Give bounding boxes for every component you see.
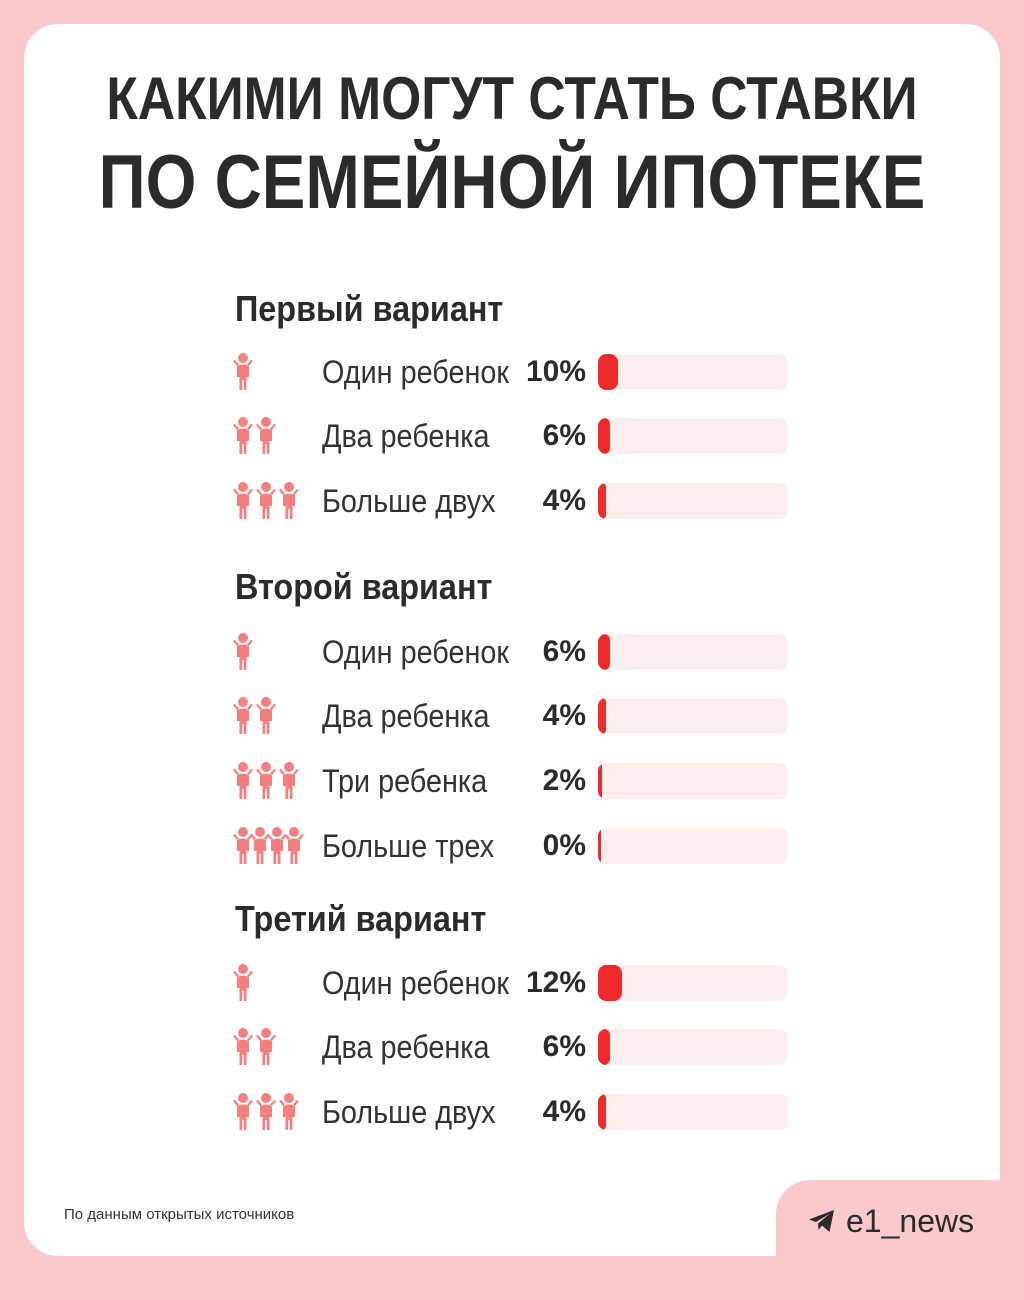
children-icon [233, 762, 299, 799]
data-label: 10% [525, 355, 586, 388]
row-label: Больше двух [322, 483, 496, 519]
source-note: По данным открытых источников [64, 1206, 295, 1223]
chart-row: Три ребенка 2% [0, 761, 1024, 801]
chart-row: Два ребенка 6% [0, 1027, 1024, 1067]
row-label: Один ребенок [322, 354, 509, 390]
data-label: 2% [542, 764, 586, 797]
row-label: Три ребенка [322, 763, 488, 799]
brand-link[interactable]: e1_news [808, 1196, 974, 1246]
bar-track [598, 965, 788, 1001]
group-title: Второй вариант [235, 566, 493, 607]
data-label: 0% [542, 829, 586, 862]
data-label: 4% [542, 484, 586, 517]
bar-track [598, 763, 788, 799]
data-label: 4% [542, 1095, 586, 1128]
children-icon [233, 827, 304, 864]
bar [598, 698, 606, 734]
bar-track [598, 354, 788, 390]
bar [598, 354, 618, 390]
telegram-icon [809, 1210, 834, 1232]
data-label: 6% [542, 635, 586, 668]
children-icon [233, 1093, 299, 1130]
children-icon [233, 633, 253, 670]
row-label: Больше трех [322, 828, 495, 864]
bar-track [598, 698, 788, 734]
data-label: 6% [542, 1030, 586, 1063]
children-icon [233, 417, 276, 454]
bar [598, 634, 610, 670]
chart-row: Два ребенка 4% [0, 696, 1024, 736]
infographic-card [24, 24, 1000, 1256]
bar [598, 1094, 606, 1130]
children-icon [233, 697, 276, 734]
bar [598, 763, 602, 799]
data-label: 4% [542, 699, 586, 732]
page-title: КАКИМИ МОГУТ СТАТЬ СТАВКИ ПО СЕМЕЙНОЙ ИП… [0, 64, 1024, 226]
bar-track [598, 1094, 788, 1130]
bar [598, 418, 610, 454]
data-label: 12% [525, 966, 586, 999]
bar-track [598, 1029, 788, 1065]
children-icon [233, 964, 253, 1001]
row-label: Один ребенок [322, 634, 509, 670]
group-title: Первый вариант [235, 288, 504, 329]
bar-track [598, 483, 788, 519]
bar [598, 828, 601, 864]
row-label: Два ребенка [322, 1029, 490, 1065]
bar [598, 483, 606, 519]
chart-row: Больше трех 0% [0, 826, 1024, 866]
children-icon [233, 482, 299, 519]
row-label: Один ребенок [322, 965, 509, 1001]
row-label: Два ребенка [322, 418, 490, 454]
chart-row: Больше двух 4% [0, 481, 1024, 521]
group-title: Третий вариант [235, 898, 487, 939]
row-label: Больше двух [322, 1094, 496, 1130]
title-line-1: КАКИМИ МОГУТ СТАТЬ СТАВКИ [106, 65, 918, 132]
children-icon [233, 353, 253, 390]
data-label: 6% [542, 419, 586, 452]
bar-track [598, 828, 788, 864]
children-icon [233, 1028, 276, 1065]
brand-name: e1_news [846, 1202, 975, 1239]
bar [598, 965, 622, 1001]
bar-track [598, 634, 788, 670]
bar [598, 1029, 610, 1065]
chart-row: Один ребенок 6% [0, 632, 1024, 672]
chart-row: Больше двух 4% [0, 1092, 1024, 1132]
bar-track [598, 418, 788, 454]
chart-row: Один ребенок 10% [0, 352, 1024, 392]
title-line-2: ПО СЕМЕЙНОЙ ИПОТЕКЕ [98, 140, 926, 225]
chart-row: Один ребенок 12% [0, 963, 1024, 1003]
chart-row: Два ребенка 6% [0, 416, 1024, 456]
row-label: Два ребенка [322, 698, 490, 734]
